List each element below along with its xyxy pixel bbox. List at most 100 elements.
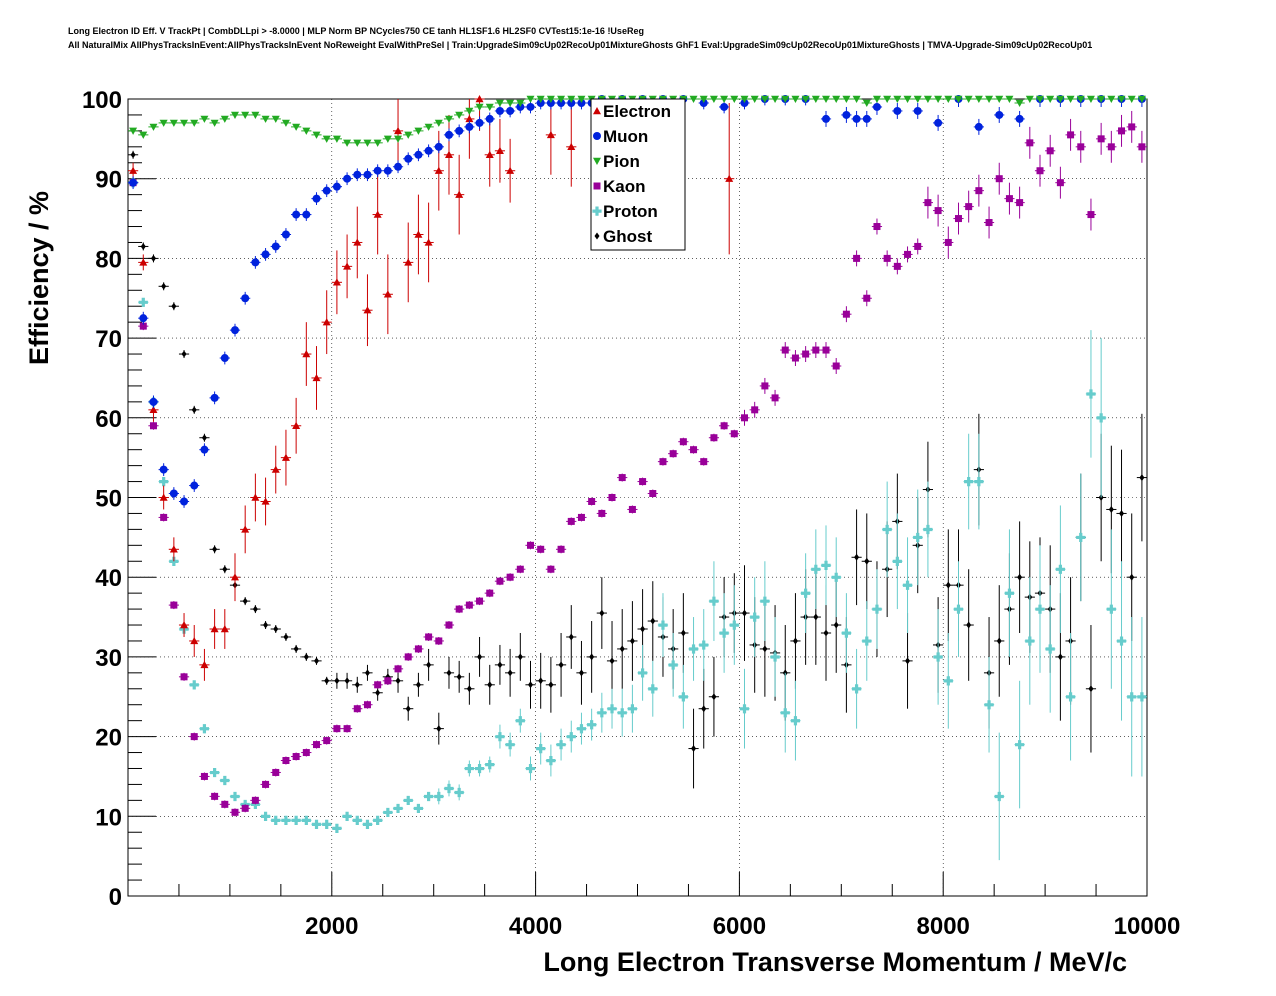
marker — [506, 573, 514, 581]
proton-point — [372, 815, 383, 825]
marker — [1088, 685, 1094, 693]
marker — [985, 95, 994, 103]
marker — [507, 669, 513, 677]
marker — [242, 597, 248, 605]
legend-label: Ghost — [603, 227, 652, 246]
ghost-point — [1014, 521, 1025, 633]
muon-point — [973, 118, 984, 135]
electron-point — [352, 206, 363, 279]
marker — [312, 373, 321, 382]
marker — [241, 111, 250, 119]
legend-label: Muon — [603, 127, 648, 146]
marker — [374, 681, 382, 689]
marker — [528, 681, 534, 689]
kaon-point — [474, 597, 485, 606]
marker — [823, 629, 829, 637]
marker — [444, 783, 454, 794]
marker — [741, 609, 747, 617]
marker — [292, 753, 300, 761]
pion-point — [1136, 95, 1147, 103]
ghost-point — [199, 433, 210, 442]
marker — [691, 745, 697, 753]
pion-point — [280, 119, 292, 127]
pion-point — [739, 95, 750, 103]
marker — [872, 604, 882, 614]
marker — [1055, 564, 1065, 574]
marker — [822, 95, 831, 103]
marker — [699, 95, 708, 103]
grid-lines — [128, 99, 1147, 896]
marker — [862, 636, 872, 646]
marker — [994, 791, 1004, 802]
muon-point — [892, 102, 903, 119]
ghost-point — [963, 569, 974, 681]
ghost-point — [678, 593, 689, 673]
legend-label: Kaon — [603, 177, 646, 196]
marker — [200, 115, 209, 123]
marker — [434, 791, 444, 802]
muon-point — [291, 208, 302, 221]
kaon-point — [617, 473, 628, 482]
proton-point — [535, 732, 546, 765]
marker — [974, 477, 984, 487]
proton-point — [668, 632, 679, 697]
marker — [426, 661, 432, 669]
ghost-point — [525, 660, 536, 709]
legend-marker — [593, 157, 601, 165]
kaon-point — [953, 202, 964, 235]
kaon-point — [983, 206, 995, 239]
ghost-point — [138, 242, 149, 251]
proton-point — [749, 577, 760, 657]
marker — [598, 509, 606, 517]
marker — [271, 815, 281, 825]
kaon-point — [494, 577, 506, 586]
electron-point — [505, 138, 516, 203]
marker — [363, 139, 372, 147]
data-series — [128, 95, 1147, 861]
marker — [130, 151, 136, 159]
proton-point — [780, 672, 791, 753]
marker — [475, 95, 484, 103]
ghost-point — [260, 621, 271, 630]
muon-point — [270, 240, 281, 253]
electron-point — [301, 322, 312, 386]
pion-point — [1116, 95, 1127, 103]
kaon-point — [515, 565, 526, 574]
marker — [842, 95, 851, 103]
pion-point — [362, 139, 373, 147]
marker — [669, 450, 677, 458]
marker — [821, 560, 831, 570]
proton-point — [260, 811, 271, 821]
proton-point — [291, 815, 302, 825]
marker — [841, 628, 851, 638]
kaon-point — [199, 772, 210, 781]
pion-point — [270, 115, 281, 123]
proton-point — [1075, 473, 1086, 602]
marker — [272, 768, 280, 776]
proton-point — [1085, 330, 1097, 458]
marker — [159, 119, 168, 127]
marker — [953, 604, 964, 614]
marker — [913, 532, 923, 543]
marker — [813, 613, 819, 621]
marker — [271, 115, 280, 123]
marker — [964, 477, 974, 487]
pion-point — [229, 111, 241, 119]
proton-point — [484, 756, 495, 773]
marker — [750, 612, 760, 622]
marker — [292, 123, 301, 131]
marker — [404, 258, 413, 266]
kaon-point — [352, 704, 363, 713]
marker — [802, 350, 810, 358]
muon-point — [392, 160, 404, 174]
marker — [139, 258, 148, 266]
marker — [343, 139, 352, 147]
ghost-point — [128, 150, 139, 159]
pion-point — [413, 127, 424, 135]
proton-point — [199, 724, 210, 734]
marker — [495, 106, 504, 115]
pion-point — [484, 103, 495, 111]
pion-point — [535, 95, 546, 103]
marker — [474, 763, 485, 774]
marker — [425, 633, 433, 641]
